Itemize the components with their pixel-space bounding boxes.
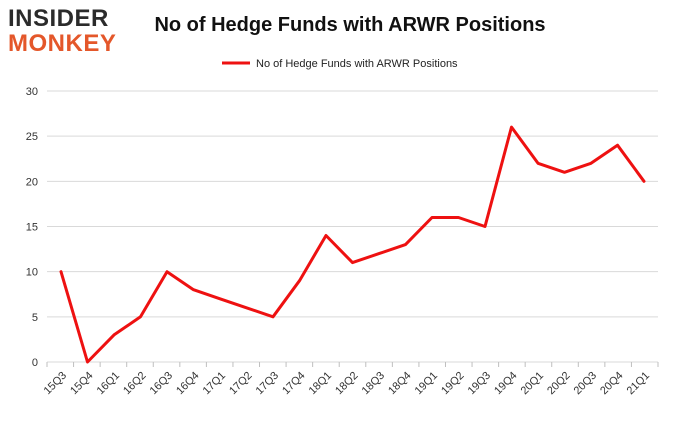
y-tick-label-10: 10 — [26, 267, 38, 279]
y-tick-label-0: 0 — [32, 357, 38, 369]
y-tick-label-30: 30 — [26, 86, 38, 98]
logo-line-2: MONKEY — [8, 30, 117, 57]
data-point-17Q3 — [272, 315, 275, 318]
x-tick-label-19Q2: 19Q2 — [439, 370, 467, 398]
x-tick-label-17Q3: 17Q3 — [254, 370, 282, 398]
data-point-16Q4 — [192, 288, 195, 291]
data-point-20Q2 — [563, 171, 566, 174]
x-tick-label-19Q3: 19Q3 — [466, 370, 494, 398]
x-tick-label-17Q1: 17Q1 — [201, 370, 229, 398]
y-tick-label-20: 20 — [26, 176, 38, 188]
x-tick-label-16Q3: 16Q3 — [148, 370, 176, 398]
x-tick-label-20Q1: 20Q1 — [519, 370, 547, 398]
x-tick-label-18Q4: 18Q4 — [386, 370, 414, 398]
insider-monkey-logo: INSIDER MONKEY — [8, 6, 128, 56]
data-point-19Q4 — [510, 126, 513, 129]
series-line-0 — [59, 125, 646, 364]
y-tick-label-5: 5 — [32, 312, 38, 324]
x-tick-label-16Q4: 16Q4 — [174, 370, 202, 398]
data-point-20Q4 — [616, 144, 619, 147]
x-tick-label-17Q4: 17Q4 — [280, 370, 308, 398]
x-tick-label-17Q2: 17Q2 — [227, 370, 255, 398]
legend-label: No of Hedge Funds with ARWR Positions — [256, 58, 458, 70]
logo-line-1: INSIDER — [8, 5, 109, 32]
data-point-18Q2 — [351, 261, 354, 264]
x-tick-label-20Q3: 20Q3 — [572, 370, 600, 398]
data-point-17Q2 — [245, 306, 248, 309]
data-point-16Q2 — [139, 315, 142, 318]
x-tick-label-15Q3: 15Q3 — [42, 370, 70, 398]
x-tick-label-18Q2: 18Q2 — [333, 370, 361, 398]
data-point-20Q1 — [537, 162, 540, 165]
data-point-18Q3 — [378, 252, 381, 255]
x-tick-label-16Q2: 16Q2 — [121, 370, 149, 398]
data-point-16Q1 — [113, 333, 116, 336]
data-point-19Q2 — [457, 216, 460, 219]
data-point-16Q3 — [166, 270, 169, 273]
x-tick-label-15Q4: 15Q4 — [68, 370, 96, 398]
x-tick-label-20Q4: 20Q4 — [598, 370, 626, 398]
x-tick-label-19Q4: 19Q4 — [492, 370, 520, 398]
data-point-15Q3 — [60, 270, 63, 273]
x-tick-label-20Q2: 20Q2 — [545, 370, 573, 398]
x-tick-label-21Q1: 21Q1 — [625, 370, 653, 398]
x-tick-label-16Q1: 16Q1 — [95, 370, 123, 398]
y-tick-label-15: 15 — [26, 222, 38, 234]
data-point-20Q3 — [590, 162, 593, 165]
data-point-19Q3 — [484, 225, 487, 228]
data-point-17Q4 — [298, 279, 301, 282]
x-tick-label-18Q3: 18Q3 — [360, 370, 388, 398]
data-point-15Q4 — [86, 361, 89, 364]
y-tick-label-25: 25 — [26, 131, 38, 143]
x-tick-label-19Q1: 19Q1 — [413, 370, 441, 398]
data-point-21Q1 — [643, 180, 646, 183]
x-tick-label-18Q1: 18Q1 — [307, 370, 335, 398]
data-point-17Q1 — [219, 297, 222, 300]
data-point-18Q1 — [325, 234, 328, 237]
data-point-19Q1 — [431, 216, 434, 219]
chart-title: No of Hedge Funds with ARWR Positions — [154, 14, 546, 36]
data-point-18Q4 — [404, 243, 407, 246]
